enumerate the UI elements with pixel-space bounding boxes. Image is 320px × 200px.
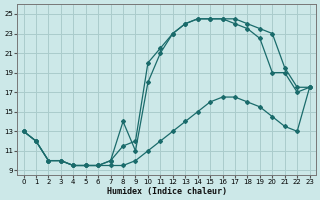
X-axis label: Humidex (Indice chaleur): Humidex (Indice chaleur) bbox=[107, 187, 227, 196]
